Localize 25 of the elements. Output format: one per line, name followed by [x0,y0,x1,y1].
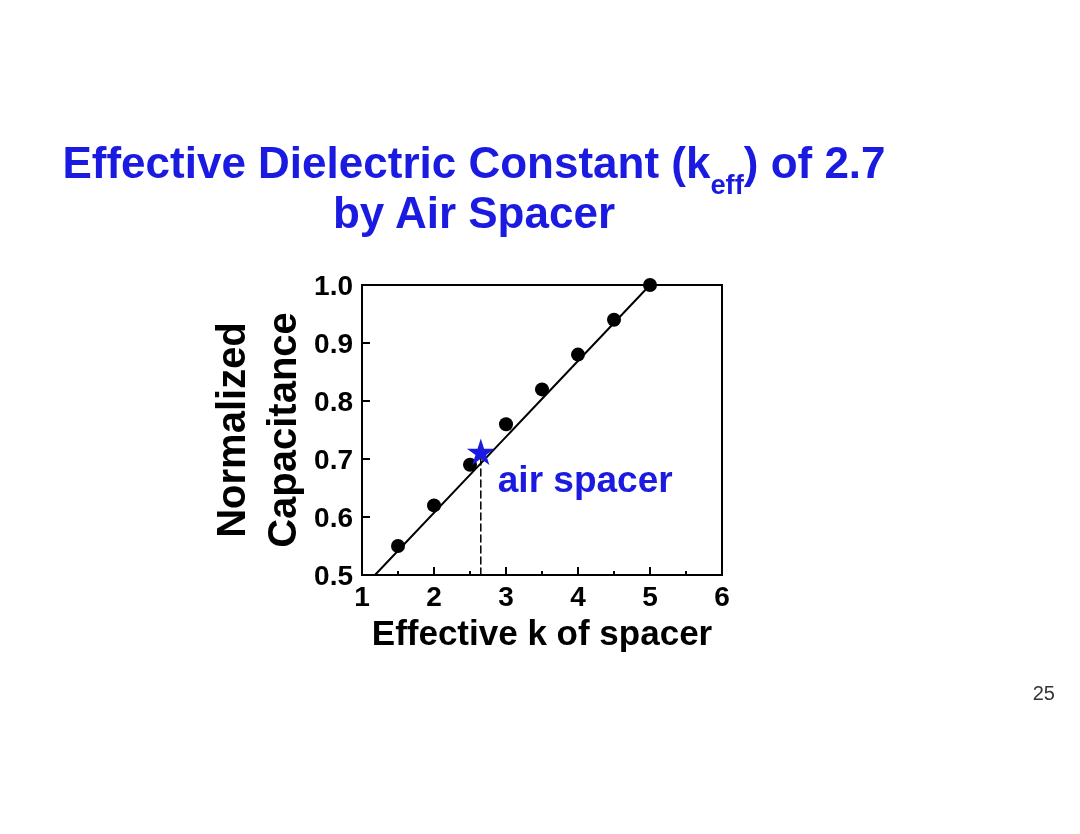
y-tick-label: 0.9 [314,328,353,359]
y-axis-title: Normalized Capacitance [209,312,304,548]
point [466,438,495,466]
point [607,312,621,327]
x-tick-label: 3 [498,581,514,612]
point [535,382,549,397]
y-tick-label: 0.8 [314,386,353,417]
point [427,498,441,513]
x-tick-label: 2 [426,581,442,612]
point [463,457,477,472]
y-tick-label: 0.5 [314,560,353,591]
point [499,417,513,432]
point [571,347,585,362]
x-axis-title: Effective k of spacer [371,613,713,652]
x-tick-label: 5 [642,581,658,612]
series-label: air spacer [497,459,673,501]
x-tick-label: 1 [354,581,370,612]
point [391,539,405,553]
y-tick-label: 1.0 [314,270,353,301]
x-tick-label: 6 [714,581,730,612]
text: 25 [1032,682,1055,704]
y-tick-label: 0.6 [314,502,353,533]
x-tick-label: 4 [570,581,587,612]
chart-title: Effective Dielectric Constant (k$_{eff}$) of 2.7 by Air Spacer [62,138,886,237]
y-tick-label: 0.7 [314,444,353,475]
